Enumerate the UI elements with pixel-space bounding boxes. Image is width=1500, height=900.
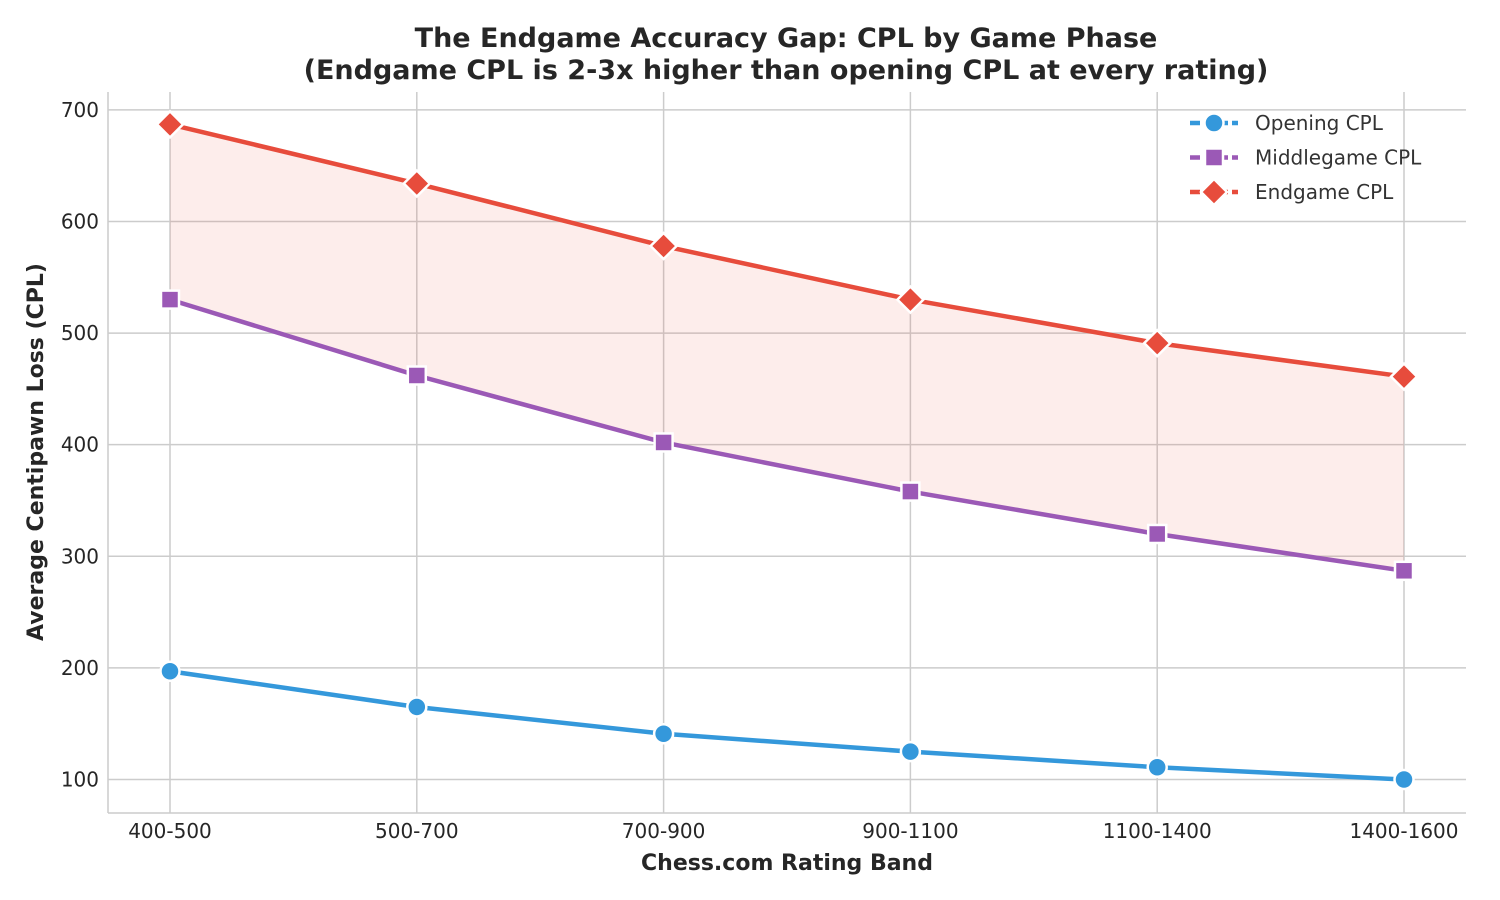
endgame-cpl-point: [895, 284, 926, 315]
legend-marker: [1203, 147, 1225, 168]
x-tick-label: 1400-1600: [1349, 819, 1458, 843]
opening-cpl-point: [899, 740, 922, 763]
middlegame-cpl-point: [406, 365, 428, 386]
x-tick-label: 700-900: [622, 819, 706, 843]
x-axis-label: Chess.com Rating Band: [641, 851, 933, 876]
x-tick-labels: 400-500 500-700 700-900 900-1100 1100-1400 14…: [128, 819, 1458, 843]
y-tick-label: 600: [61, 209, 99, 233]
middlegame-cpl-line: [167, 297, 1407, 574]
middlegame-cpl-point: [653, 432, 674, 453]
endgame-cpl-point: [1389, 361, 1419, 392]
opening-cpl-line: [167, 669, 1407, 782]
legend-marker: [1199, 177, 1229, 207]
series-lines: [167, 122, 1407, 782]
y-tick-label: 400: [61, 433, 99, 457]
x-tick-label: 900-1100: [862, 819, 958, 843]
endgame-cpl-point: [155, 109, 185, 140]
y-tick-label: 100: [61, 768, 99, 792]
endgame-cpl-point: [648, 231, 679, 261]
opening-cpl-point: [1393, 768, 1415, 791]
opening-cpl-point: [1146, 756, 1168, 778]
legend-label: Endgame CPL: [1255, 180, 1394, 204]
y-tick-label: 500: [61, 321, 99, 345]
chart-title: The Endgame Accuracy Gap: CPL by Game Ph…: [415, 23, 1158, 54]
middlegame-cpl-point: [1393, 560, 1415, 582]
middlegame-cpl-point: [159, 289, 181, 310]
x-tick-label: 500-700: [375, 819, 459, 843]
shaded-gap-region: [170, 124, 1404, 571]
grid-lines: [108, 92, 1466, 813]
legend-label: Opening CPL: [1255, 111, 1384, 135]
axis-spines: [107, 92, 1466, 814]
legend-marker: [1203, 112, 1225, 134]
legend: Opening CPL Middlegame CPL Endgame CPL: [1190, 111, 1422, 207]
endgame-cpl-point: [1142, 328, 1172, 358]
y-tick-label: 300: [61, 544, 99, 568]
middlegame-cpl-point: [900, 481, 921, 502]
y-tick-labels: 100 200 300 400 500 600 700: [61, 98, 99, 792]
endgame-cpl-line: [167, 122, 1407, 379]
chart-subtitle: (Endgame CPL is 2-3x higher than opening…: [304, 55, 1269, 86]
opening-cpl-point: [652, 723, 675, 745]
y-tick-label: 700: [61, 98, 99, 122]
y-tick-label: 200: [61, 656, 99, 680]
endgame-cpl-point: [402, 168, 432, 199]
x-tick-label: 1100-1400: [1103, 819, 1212, 843]
x-tick-label: 400-500: [128, 819, 212, 843]
opening-cpl-point: [159, 660, 181, 683]
legend-label: Middlegame CPL: [1255, 146, 1422, 170]
middlegame-cpl-point: [1146, 523, 1168, 545]
series-markers: [155, 109, 1419, 791]
opening-cpl-point: [406, 696, 428, 718]
y-axis-label: Average Centipawn Loss (CPL): [24, 263, 49, 641]
